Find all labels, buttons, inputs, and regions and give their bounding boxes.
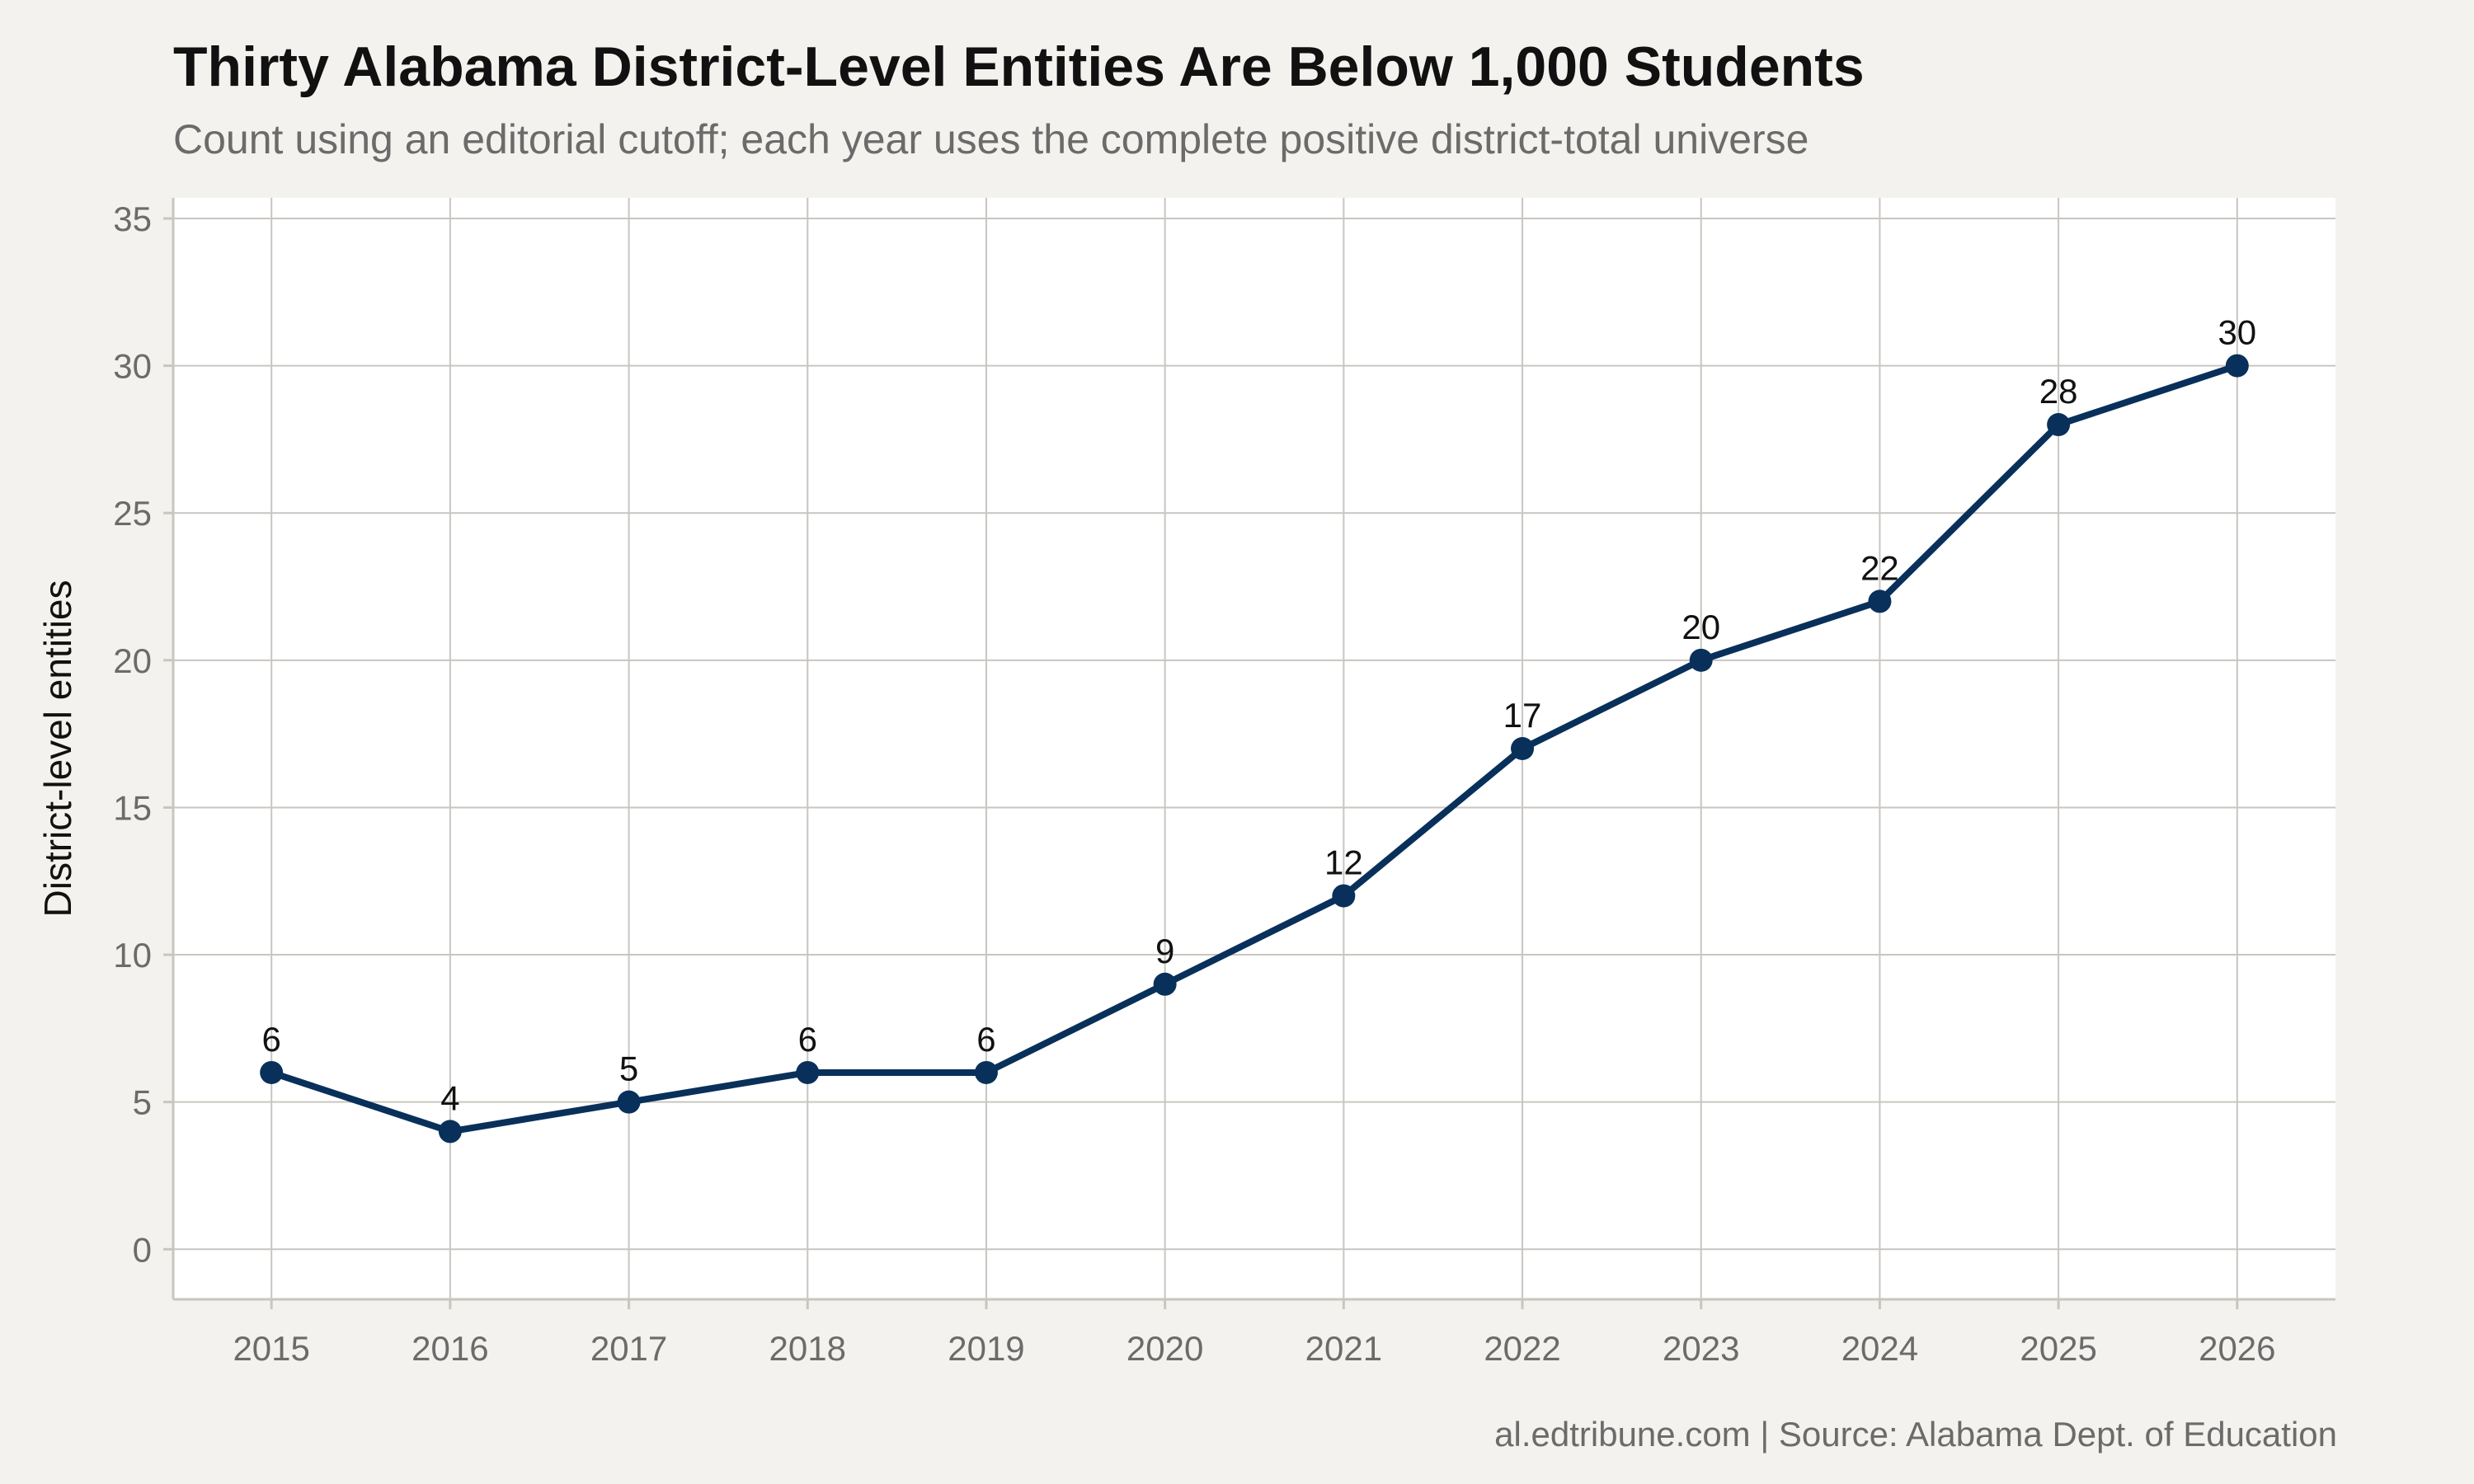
data-label: 6 bbox=[976, 1020, 995, 1059]
data-point bbox=[2225, 354, 2249, 378]
x-tick-label: 2021 bbox=[1305, 1329, 1382, 1368]
y-tick-label: 35 bbox=[113, 200, 152, 238]
data-point bbox=[1868, 589, 1892, 613]
y-tick-label: 15 bbox=[113, 788, 152, 827]
grid-lines bbox=[173, 198, 2335, 1299]
series-layer bbox=[260, 354, 2249, 1144]
x-tick-label: 2022 bbox=[1484, 1329, 1560, 1368]
data-point bbox=[617, 1090, 641, 1114]
axes bbox=[172, 198, 2335, 1301]
data-point bbox=[1153, 972, 1177, 996]
x-tick-label: 2017 bbox=[590, 1329, 667, 1368]
data-label: 20 bbox=[1681, 608, 1720, 646]
x-tick-label: 2016 bbox=[412, 1329, 488, 1368]
y-axis-title: District-level entities bbox=[36, 580, 79, 918]
data-label: 4 bbox=[440, 1078, 459, 1117]
x-tick-label: 2019 bbox=[948, 1329, 1024, 1368]
data-label: 28 bbox=[2039, 372, 2078, 411]
y-tick-label: 25 bbox=[113, 494, 152, 533]
data-point bbox=[974, 1060, 998, 1084]
data-label: 12 bbox=[1324, 843, 1363, 882]
data-point bbox=[260, 1060, 284, 1084]
data-label: 22 bbox=[1860, 548, 1899, 587]
x-tick-label: 2024 bbox=[1841, 1329, 1918, 1368]
y-tick-label: 20 bbox=[113, 641, 152, 680]
data-point bbox=[1511, 737, 1535, 760]
x-tick-label: 2023 bbox=[1663, 1329, 1739, 1368]
data-label: 6 bbox=[798, 1020, 817, 1059]
data-point bbox=[438, 1120, 462, 1144]
plot-panel bbox=[173, 198, 2335, 1299]
x-tick-label: 2020 bbox=[1126, 1329, 1203, 1368]
data-point bbox=[2047, 413, 2071, 437]
data-label: 6 bbox=[262, 1020, 281, 1059]
x-tick-label: 2026 bbox=[2199, 1329, 2275, 1368]
chart-title: Thirty Alabama District-Level Entities A… bbox=[173, 35, 1865, 98]
y-tick-label: 5 bbox=[133, 1083, 152, 1122]
y-tick-label: 0 bbox=[133, 1230, 152, 1269]
y-tick-label: 10 bbox=[113, 936, 152, 974]
x-tick-label: 2018 bbox=[769, 1329, 846, 1368]
y-tick-label: 30 bbox=[113, 347, 152, 386]
data-label: 5 bbox=[619, 1050, 638, 1088]
data-point bbox=[1332, 884, 1356, 908]
chart-subtitle: Count using an editorial cutoff; each ye… bbox=[173, 116, 1809, 162]
x-tick-label: 2025 bbox=[2020, 1329, 2096, 1368]
data-point bbox=[1689, 648, 1713, 672]
data-label: 30 bbox=[2218, 313, 2256, 352]
data-label: 17 bbox=[1503, 696, 1542, 735]
data-labels: 6 4 5 6 6 9 12 17 20 22 28 30 bbox=[262, 313, 2257, 1118]
data-label: 9 bbox=[1155, 932, 1174, 970]
x-tick-label: 2015 bbox=[233, 1329, 309, 1368]
chart-caption: al.edtribune.com | Source: Alabama Dept.… bbox=[1494, 1415, 2337, 1453]
data-point bbox=[796, 1060, 820, 1084]
series-line bbox=[268, 362, 2241, 1135]
